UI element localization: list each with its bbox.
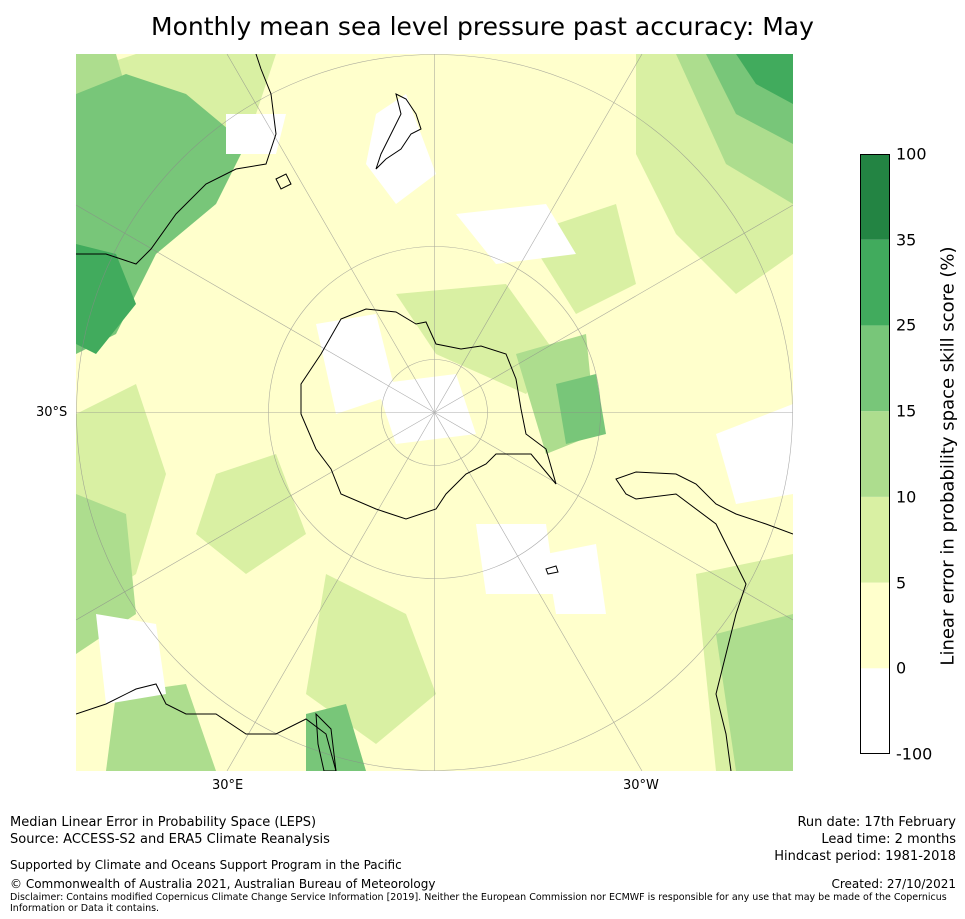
meridian [226,54,643,771]
madagascar-coastline [315,712,337,771]
patch-white [316,314,396,414]
footer-source: Source: ACCESS-S2 and ERA5 Climate Reana… [10,832,330,847]
colorbar-border [860,154,890,754]
patch-light-green [306,574,436,744]
colorbar-bin [860,668,890,754]
colorbar-bin [860,325,890,412]
footer-support: Supported by Climate and Oceans Support … [10,858,402,872]
footer-copyright: © Commonwealth of Australia 2021, Austra… [10,877,436,891]
falklands-coastline [545,565,559,575]
colorbar-tick-label: 35 [896,230,917,250]
patch-white [96,614,166,704]
skill-patches [76,54,793,354]
colorbar-bin [860,154,890,240]
australia-coastline [76,54,277,265]
patch-green [556,374,606,444]
south-america-coastline [615,471,793,771]
colorbar-tick-label: 0 [896,658,907,678]
graticule [76,54,793,771]
colorbar-tick-label: 100 [896,144,927,164]
tasmania-coastline [275,173,292,190]
patch-dark-green [76,244,136,354]
patch-green [306,704,366,771]
colorbar [860,154,890,754]
chart-title: Monthly mean sea level pressure past acc… [151,12,814,41]
colorbar-bin [860,239,890,326]
patch-white [226,114,286,154]
new-zealand-coastline [375,93,422,170]
footer-method: Median Linear Error in Probability Space… [10,815,317,830]
patch-white [376,374,476,444]
footer-disclaimer: Disclaimer: Contains modified Copernicus… [10,892,947,914]
colorbar-tick-label: 25 [896,315,917,335]
colorbar-bin [860,496,890,583]
created-date: Created: 27/10/2021 [831,877,956,891]
colorbar-tick-label: 15 [896,401,917,421]
hindcast-period: Hindcast period: 1981-2018 [774,849,956,864]
lon-label-30e: 30°E [212,778,244,793]
patch-mid-green [106,684,216,771]
patch-white [456,204,576,264]
lat-label-30s: 30°S [36,405,68,420]
patch-mid-green [716,614,793,771]
patch-white [716,404,793,504]
skill-patches [76,54,793,771]
patch-mid-green [76,494,136,654]
colorbar-label: Linear error in probability space skill … [937,246,959,666]
patch-light-green [396,284,556,394]
colorbar-bin [860,411,890,497]
colorbar-tick-label: 5 [896,573,907,593]
run-date: Run date: 17th February [797,815,956,830]
colorbar-tick-label: -100 [896,744,933,764]
lon-label-30w: 30°W [623,778,659,793]
colorbar-bin [860,582,890,669]
skill-patches [96,94,793,704]
patch-white [546,544,606,614]
colorbar-tick-label: 10 [896,487,917,507]
africa-coastline [76,683,337,771]
patch-white [476,524,556,594]
polar-map [76,54,793,771]
coastlines [76,54,793,771]
antarctica-coastline [300,308,557,520]
patch-light-green [196,454,306,574]
lead-time: Lead time: 2 months [821,832,956,847]
patch-dark-green [736,54,793,104]
